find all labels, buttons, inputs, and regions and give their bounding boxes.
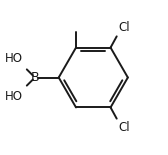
Text: Cl: Cl [119, 121, 130, 134]
Text: Cl: Cl [119, 21, 130, 34]
Text: HO: HO [5, 52, 23, 65]
Text: B: B [31, 71, 39, 84]
Text: HO: HO [5, 90, 23, 103]
